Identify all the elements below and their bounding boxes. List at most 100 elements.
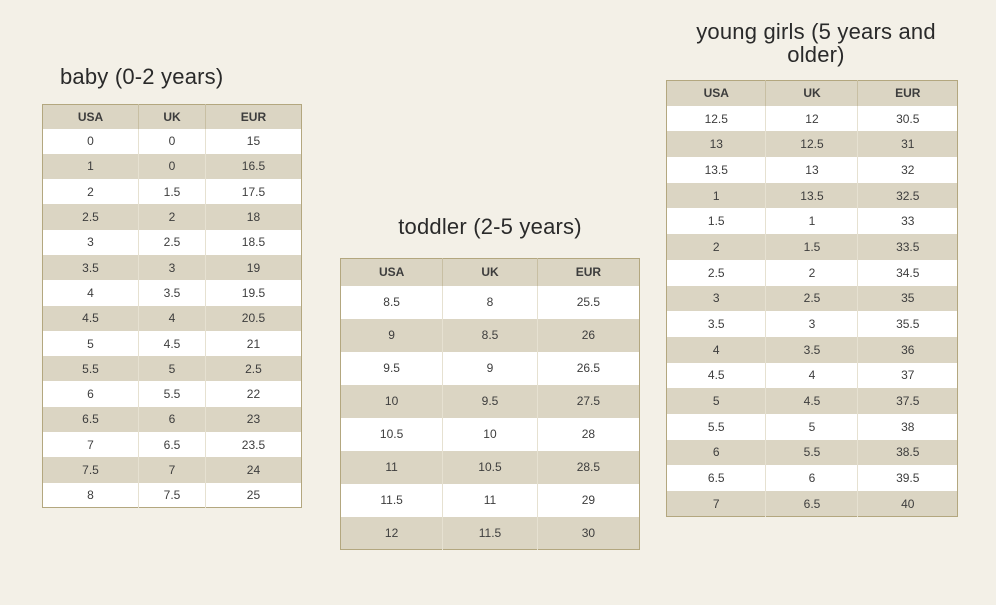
table-row: 32.535 [667, 286, 958, 312]
table-cell: 1.5 [766, 234, 858, 260]
table-row: 5.5538 [667, 414, 958, 440]
table-row: 32.518.5 [43, 230, 302, 255]
table-cell: 38.5 [858, 440, 958, 466]
table-cell: 3 [43, 230, 139, 255]
table-cell: 33 [858, 208, 958, 234]
col-header-usa: USA [667, 81, 766, 106]
table-row: 3.5319 [43, 255, 302, 280]
girls-title: young girls (5 years and older) [666, 20, 966, 66]
table-cell: 37 [858, 363, 958, 389]
table-cell: 9 [443, 352, 538, 385]
table-cell: 28 [537, 418, 639, 451]
table-cell: 10 [341, 385, 443, 418]
toddler-table-body: 8.5825.598.5269.5926.5109.527.510.510281… [341, 286, 640, 550]
table-row: 10.51028 [341, 418, 640, 451]
table-cell: 32 [858, 157, 958, 183]
table-cell: 12 [766, 106, 858, 132]
table-cell: 2.5 [43, 204, 139, 229]
table-cell: 11 [443, 484, 538, 517]
table-cell: 3.5 [766, 337, 858, 363]
table-cell: 9.5 [443, 385, 538, 418]
table-cell: 4.5 [667, 363, 766, 389]
table-cell: 34.5 [858, 260, 958, 286]
baby-title: baby (0-2 years) [42, 64, 307, 90]
table-cell: 6 [766, 465, 858, 491]
table-cell: 36 [858, 337, 958, 363]
table-cell: 13 [667, 131, 766, 157]
table-cell: 26 [537, 319, 639, 352]
baby-table-body: 00151016.521.517.52.521832.518.53.531943… [43, 129, 302, 508]
table-row: 54.521 [43, 331, 302, 356]
table-cell: 38 [858, 414, 958, 440]
table-cell: 1 [667, 183, 766, 209]
col-header-eur: EUR [537, 259, 639, 286]
table-row: 109.527.5 [341, 385, 640, 418]
table-cell: 35 [858, 286, 958, 312]
col-header-eur: EUR [858, 81, 958, 106]
table-cell: 13.5 [667, 157, 766, 183]
table-row: 113.532.5 [667, 183, 958, 209]
table-row: 1016.5 [43, 154, 302, 179]
table-row: 76.523.5 [43, 432, 302, 457]
table-row: 54.537.5 [667, 388, 958, 414]
table-cell: 2 [667, 234, 766, 260]
table-cell: 31 [858, 131, 958, 157]
table-cell: 7 [43, 432, 139, 457]
table-cell: 7 [667, 491, 766, 517]
table-cell: 10 [443, 418, 538, 451]
table-cell: 18.5 [205, 230, 301, 255]
table-cell: 4 [139, 306, 206, 331]
table-cell: 11.5 [443, 517, 538, 550]
girls-size-table: USA UK EUR 12.51230.51312.53113.51332113… [666, 80, 958, 517]
table-row: 4.5437 [667, 363, 958, 389]
table-header-row: USA UK EUR [341, 259, 640, 286]
table-cell: 6.5 [43, 407, 139, 432]
table-cell: 13.5 [766, 183, 858, 209]
table-cell: 12.5 [766, 131, 858, 157]
table-cell: 30.5 [858, 106, 958, 132]
table-cell: 35.5 [858, 311, 958, 337]
table-cell: 5 [139, 356, 206, 381]
col-header-uk: UK [139, 105, 206, 129]
table-cell: 5.5 [766, 440, 858, 466]
table-cell: 16.5 [205, 154, 301, 179]
table-cell: 4.5 [43, 306, 139, 331]
table-cell: 5 [43, 331, 139, 356]
table-row: 43.536 [667, 337, 958, 363]
table-cell: 2.5 [766, 286, 858, 312]
table-cell: 19.5 [205, 280, 301, 305]
table-cell: 6.5 [139, 432, 206, 457]
table-cell: 4 [766, 363, 858, 389]
table-cell: 40 [858, 491, 958, 517]
table-cell: 8 [43, 483, 139, 508]
table-cell: 3 [766, 311, 858, 337]
table-row: 1312.531 [667, 131, 958, 157]
col-header-uk: UK [443, 259, 538, 286]
table-cell: 2 [43, 179, 139, 204]
table-cell: 15 [205, 129, 301, 154]
table-row: 6.5639.5 [667, 465, 958, 491]
table-cell: 39.5 [858, 465, 958, 491]
toddler-title: toddler (2-5 years) [340, 214, 640, 240]
table-cell: 3.5 [139, 280, 206, 305]
toddler-size-table: USA UK EUR 8.5825.598.5269.5926.5109.527… [340, 258, 640, 550]
table-row: 1211.530 [341, 517, 640, 550]
table-cell: 4.5 [139, 331, 206, 356]
table-cell: 5.5 [667, 414, 766, 440]
table-cell: 37.5 [858, 388, 958, 414]
table-cell: 2.5 [139, 230, 206, 255]
table-cell: 2.5 [667, 260, 766, 286]
table-cell: 7.5 [139, 483, 206, 508]
table-row: 6.5623 [43, 407, 302, 432]
table-cell: 11.5 [341, 484, 443, 517]
table-row: 2.5218 [43, 204, 302, 229]
table-cell: 29 [537, 484, 639, 517]
table-cell: 32.5 [858, 183, 958, 209]
table-cell: 2 [766, 260, 858, 286]
table-cell: 9.5 [341, 352, 443, 385]
table-cell: 8.5 [341, 286, 443, 319]
table-row: 1110.528.5 [341, 451, 640, 484]
table-cell: 5 [667, 388, 766, 414]
table-cell: 6.5 [667, 465, 766, 491]
table-row: 11.51129 [341, 484, 640, 517]
